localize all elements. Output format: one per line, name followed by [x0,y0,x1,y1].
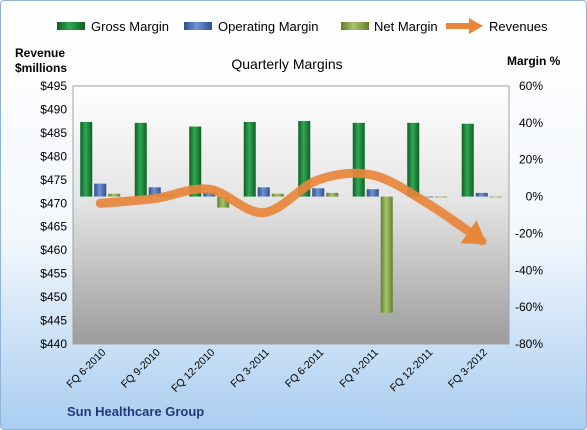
right-tick-label: 60% [519,79,543,93]
gross-margin-bar [243,121,256,197]
category-label: FQ 9-2011 [337,347,381,391]
revenues-series [95,168,487,246]
right-axis-title: Margin % [507,54,561,68]
net-margin-bar [217,196,230,208]
category-label: FQ 12-2011 [388,347,436,395]
net-margin-bar [108,193,121,197]
gross-margin-bar [461,123,474,197]
left-axis-title: Revenue $millions [15,46,68,75]
operating-margin-bar [148,187,161,197]
operating-margin-bar [203,191,216,197]
net-margin-bar [380,196,393,313]
category-label: FQ 9-2010 [119,347,163,391]
category-label: FQ 3-2012 [446,347,490,391]
gross-margin-bar [80,121,93,197]
right-tick-label: 20% [519,153,543,167]
left-tick-label: $485 [40,126,67,140]
gross-margin-bar [352,122,365,197]
right-tick-label: -60% [515,300,543,314]
revenues-line [95,168,487,246]
right-tick-label: 40% [519,116,543,130]
gross-margin-bar [189,126,202,197]
category-label: FQ 12-2010 [169,347,217,395]
left-tick-label: $480 [40,149,67,163]
chart-title: Quarterly Margins [231,56,342,72]
left-tick-label: $490 [40,102,67,116]
legend-label-gross-margin: Gross Margin [91,19,169,34]
net-margin-bar [435,196,448,198]
operating-margin-bar [475,192,488,197]
category-label: FQ 6-2010 [64,347,108,391]
left-tick-label: $495 [40,79,67,93]
bar-series [80,121,502,313]
left-tick-label: $460 [40,243,67,257]
right-tick-label: 0% [526,190,544,204]
left-tick-label: $455 [40,267,67,281]
operating-margin-bar [421,196,434,198]
company-name: Sun Healthcare Group [67,404,204,419]
gross-margin-bar [134,122,147,197]
gross-margin-bar [298,121,311,197]
left-tick-label: $450 [40,290,67,304]
net-margin-bar [489,196,502,198]
legend-label-operating-margin: Operating Margin [218,19,318,34]
net-margin-bar [326,192,339,197]
right-axis-ticks: 60% 40% 20% 0% -20% -40% -60% -80% [515,79,543,351]
legend-swatch-revenues [446,18,483,34]
right-tick-label: -80% [515,337,543,351]
legend-swatch-gross-margin [57,22,85,30]
net-margin-bar [271,193,284,197]
legend: Gross Margin Operating Margin Net Margin… [57,18,548,34]
category-label: FQ 6-2011 [283,347,327,391]
left-tick-label: $440 [40,337,67,351]
right-tick-label: -40% [515,263,543,277]
operating-margin-bar [94,183,107,197]
left-tick-label: $465 [40,220,67,234]
right-tick-label: -20% [515,226,543,240]
revenues-arrowhead [460,220,487,245]
legend-label-revenues: Revenues [489,19,548,34]
operating-margin-bar [366,189,379,197]
legend-swatch-net-margin [341,22,369,30]
left-tick-label: $445 [40,314,67,328]
operating-margin-bar [312,188,325,197]
category-label: FQ 3-2011 [228,347,272,391]
left-tick-label: $470 [40,196,67,210]
operating-margin-bar [257,187,270,197]
left-axis-ticks: $495 $490 $485 $480 $475 $470 $465 $460 $455 $450… [40,79,67,351]
legend-label-net-margin: Net Margin [374,19,438,34]
category-labels: FQ 6-2010 FQ 9-2010 FQ 12-2010 FQ 3-2011 FQ … [64,347,490,395]
gross-margin-bar [407,122,420,197]
left-tick-label: $475 [40,173,67,187]
legend-swatch-operating-margin [184,22,212,30]
